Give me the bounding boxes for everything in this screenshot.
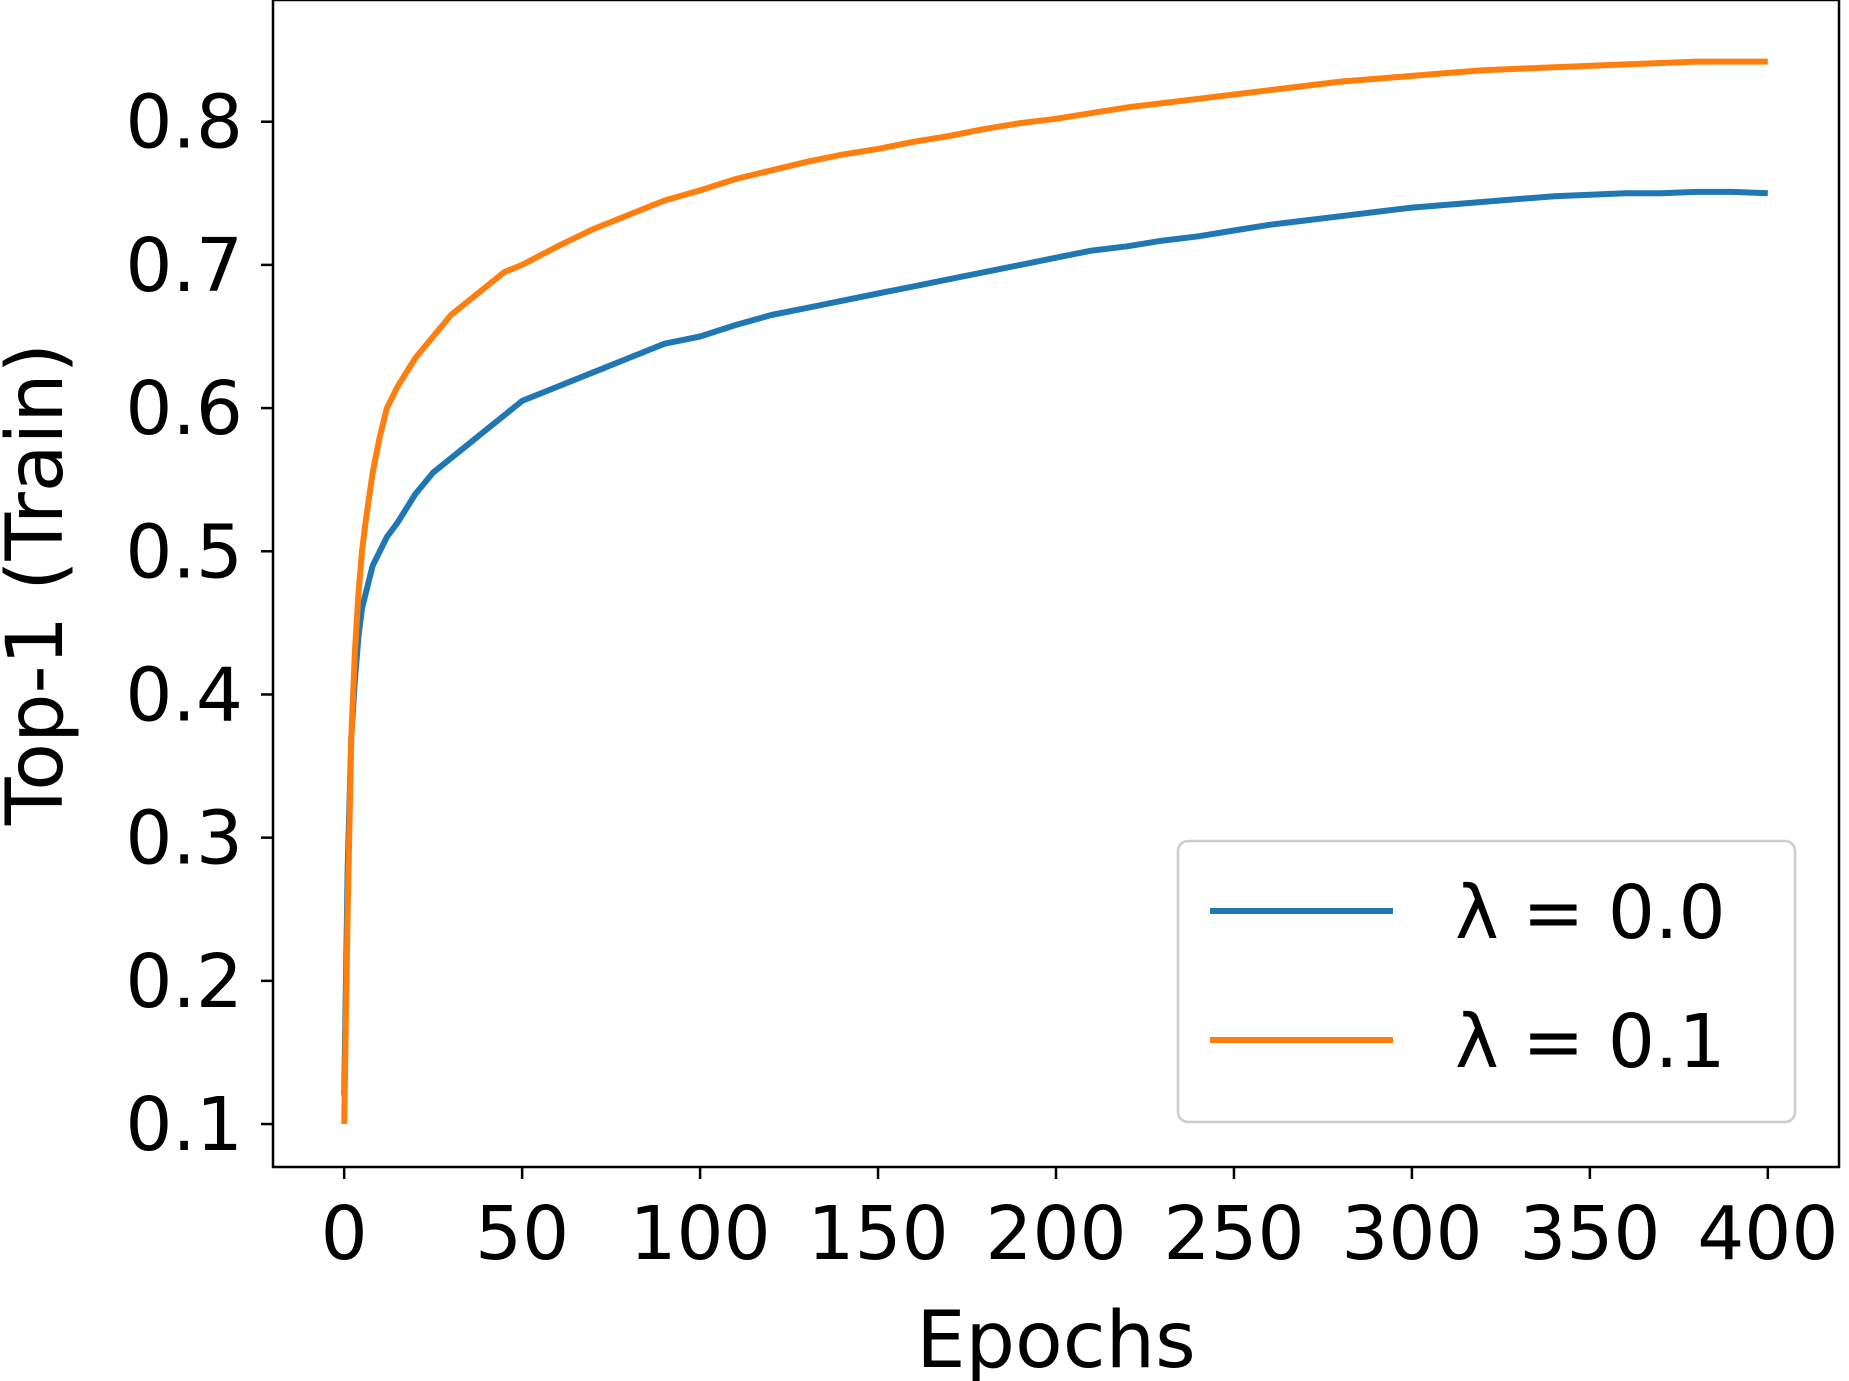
y-tick-label: 0.7 bbox=[125, 223, 243, 309]
y-tick-label: 0.8 bbox=[125, 80, 243, 166]
y-tick-label: 0.6 bbox=[125, 366, 243, 452]
series-line-1 bbox=[341, 58, 1768, 1125]
x-tick-label: 150 bbox=[807, 1191, 948, 1277]
x-tick-label: 200 bbox=[985, 1191, 1126, 1277]
x-ticks: 0 50 100 150 200 250 300 350 400 bbox=[321, 1167, 1838, 1277]
x-tick-label: 100 bbox=[629, 1191, 770, 1277]
x-tick-label: 350 bbox=[1519, 1191, 1660, 1277]
legend-label-lambda-0: λ = 0.0 bbox=[1455, 870, 1726, 956]
y-tick-label: 0.4 bbox=[125, 652, 243, 738]
x-tick-label: 250 bbox=[1163, 1191, 1304, 1277]
x-tick-label: 50 bbox=[475, 1191, 569, 1277]
y-tick-label: 0.3 bbox=[125, 796, 243, 882]
y-tick-label: 0.5 bbox=[125, 509, 243, 595]
x-axis-label: Epochs bbox=[916, 1296, 1195, 1381]
y-tick-label: 0.1 bbox=[125, 1082, 243, 1168]
series-layer bbox=[341, 58, 1768, 1125]
y-tick-label: 0.2 bbox=[125, 939, 243, 1025]
series-line-0 bbox=[341, 188, 1768, 1096]
x-tick-label: 400 bbox=[1697, 1191, 1838, 1277]
x-tick-label: 300 bbox=[1341, 1191, 1482, 1277]
legend: λ = 0.0 λ = 0.1 bbox=[1176, 839, 1797, 1124]
legend-label-lambda-1: λ = 0.1 bbox=[1455, 999, 1726, 1085]
y-axis-label: Top-1 (Train) bbox=[0, 343, 81, 826]
x-tick-label: 0 bbox=[321, 1191, 368, 1277]
y-ticks: 0.1 0.2 0.3 0.4 0.5 0.6 0.7 0.8 bbox=[125, 80, 273, 1168]
